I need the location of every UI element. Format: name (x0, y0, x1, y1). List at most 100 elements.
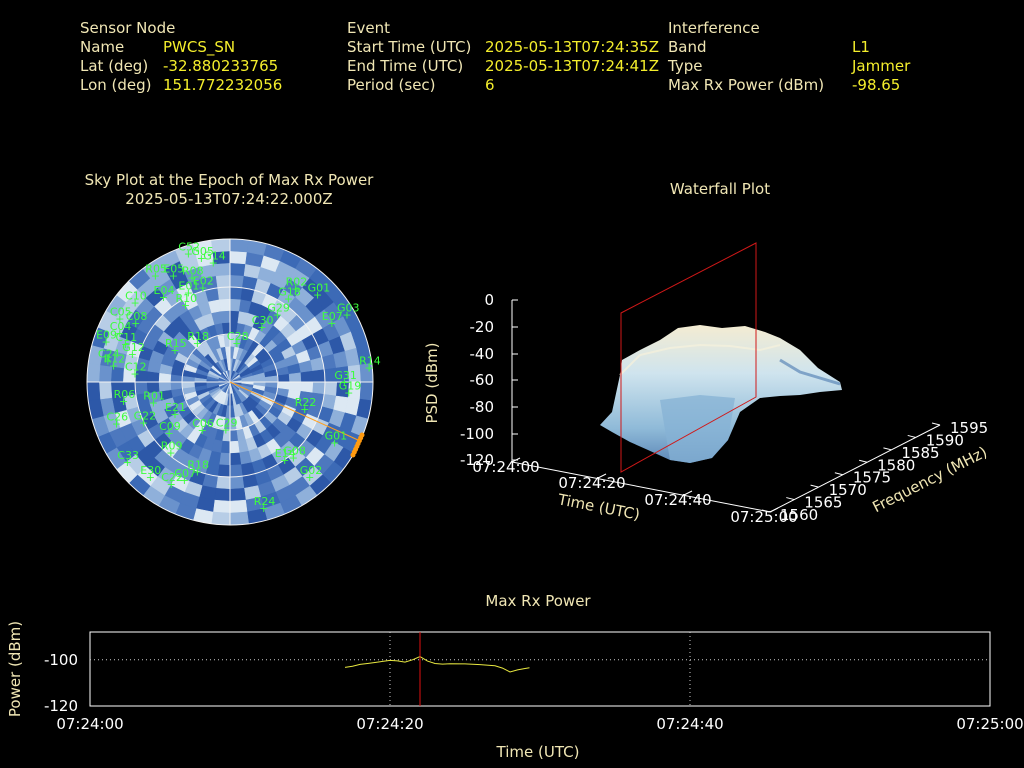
waterfall-epoch-plane (620, 242, 757, 473)
satellite-marker: + (280, 454, 289, 467)
skyplot-cell (87, 363, 101, 383)
skyplot-cell (146, 370, 160, 383)
interference-heading: Interference (668, 19, 760, 37)
waterfall-freq-tick (834, 472, 843, 476)
satellite-marker: + (257, 321, 266, 334)
interference-maxrx-label: Max Rx Power (dBm) (668, 76, 825, 94)
skyplot-cell (214, 488, 231, 502)
interference-maxrx-value: -98.65 (852, 76, 901, 94)
satellite-label: C04 (110, 320, 132, 333)
skyplot-cell (220, 310, 231, 324)
waterfall-z-tick-label: -100 (460, 425, 494, 443)
satellite-marker: + (101, 336, 110, 349)
waterfall-time-tick-label: 07:24:20 (558, 474, 625, 492)
skyplot-cell (229, 262, 246, 276)
skyplot-cell (277, 373, 290, 383)
waterfall-time-axis (511, 461, 771, 513)
satellite-marker: + (146, 471, 155, 484)
satellite-marker: + (184, 248, 193, 261)
jammer-marker (359, 432, 365, 438)
waterfall-title: Waterfall Plot (669, 180, 771, 198)
satellite-marker: + (344, 386, 353, 399)
skyplot-cell (229, 499, 248, 514)
satellite-label: C26 (107, 410, 129, 423)
sensor-name-label: Name (80, 38, 125, 56)
satellite-label: E01 (178, 280, 199, 293)
waterfall-time-tick-label: 07:24:40 (644, 491, 711, 509)
skyplot-cell (312, 369, 326, 383)
waterfall-freq-axis (769, 424, 941, 513)
waterfall-z-tick-label: -80 (470, 398, 495, 416)
satellite-marker: + (170, 408, 179, 421)
waterfall-z-ticks: 0 -20 -40 -60 -80 -100 -120 (460, 291, 518, 469)
satellite-marker: + (342, 309, 351, 322)
skyplot-cell (229, 452, 242, 466)
skyplot-cell (211, 239, 231, 253)
satellite-label: C07 (174, 467, 196, 480)
maxrx-y-label: Power (dBm) (6, 621, 24, 717)
waterfall-freq-tick-label: 1595 (950, 419, 988, 437)
waterfall-z-tick-label: -60 (470, 371, 495, 389)
waterfall-freq-tick-label: 1575 (853, 469, 891, 487)
satellite-marker: + (159, 291, 168, 304)
satellite-marker: + (305, 471, 314, 484)
maxrx-x-tick-label: 07:24:20 (356, 715, 423, 733)
satellite-label: C29 (216, 417, 238, 430)
satellite-marker: + (291, 282, 300, 295)
waterfall-surface (600, 325, 842, 463)
satellite-label: E02 (193, 274, 214, 287)
satellite-label: G18 (278, 286, 301, 299)
skyplot-cell (229, 239, 249, 253)
satellite-label: C30 (252, 314, 274, 327)
event-heading: Event (347, 19, 390, 37)
waterfall-surface-ridge (619, 343, 781, 376)
maxrx-x-label: Time (UTC) (496, 743, 580, 761)
satellite-label: C24 (98, 348, 120, 361)
satellite-label: E07 (322, 310, 343, 323)
satellite-marker: + (115, 327, 124, 340)
satellite-marker: + (131, 317, 140, 330)
satellite-marker: + (209, 256, 218, 269)
skyplot-cell (229, 464, 243, 478)
skyplot-cell (215, 274, 231, 288)
satellite-marker: + (112, 417, 121, 430)
interference-band-value: L1 (852, 38, 870, 56)
satellite-marker: + (164, 427, 173, 440)
satellite-marker: + (139, 416, 148, 429)
satellite-marker: + (313, 288, 322, 301)
satellite-marker: + (121, 338, 130, 351)
satellite-label: C33 (117, 449, 139, 462)
waterfall-time-tick (511, 457, 521, 463)
satellite-label: E30 (140, 464, 161, 477)
satellite-marker: + (103, 355, 112, 368)
waterfall-time-label: Time (UTC) (556, 490, 642, 524)
satellite-marker: + (169, 269, 178, 282)
skyplot-cell (312, 381, 326, 395)
skyplot-cell (218, 452, 231, 466)
satellite-label: C22 (161, 471, 183, 484)
satellite-marker: + (259, 502, 268, 515)
waterfall-freq-tick (859, 459, 868, 463)
sensor-lon-value: 151.772232056 (163, 76, 283, 94)
satellite-marker: + (193, 466, 202, 479)
event-start-value: 2025-05-13T07:24:35Z (485, 38, 659, 56)
satellite-label: R01 (143, 390, 165, 403)
satellite-marker: + (166, 447, 175, 460)
satellite-marker: + (115, 312, 124, 325)
sensor-heading: Sensor Node (80, 19, 176, 37)
satellite-marker: + (130, 296, 139, 309)
maxrx-x-tick-label: 07:25:00 (956, 715, 1023, 733)
maxrx-x-tick-label: 07:24:00 (56, 715, 123, 733)
satellite-label: C11 (116, 331, 138, 344)
interference-type-value: Jammer (852, 57, 911, 75)
sensor-name-value: PWCS_SN (163, 38, 236, 56)
waterfall-freq-tick-label: 1590 (926, 431, 964, 449)
waterfall-freq-tick-label: 1580 (877, 456, 915, 474)
skyplot-cell (170, 381, 183, 391)
satellite-label: R05 (145, 262, 167, 275)
skyplot-cell (229, 298, 242, 312)
satellite-label: E14 (275, 447, 296, 460)
skyplot-cell (218, 298, 231, 312)
satellite-label: R15 (165, 337, 187, 350)
